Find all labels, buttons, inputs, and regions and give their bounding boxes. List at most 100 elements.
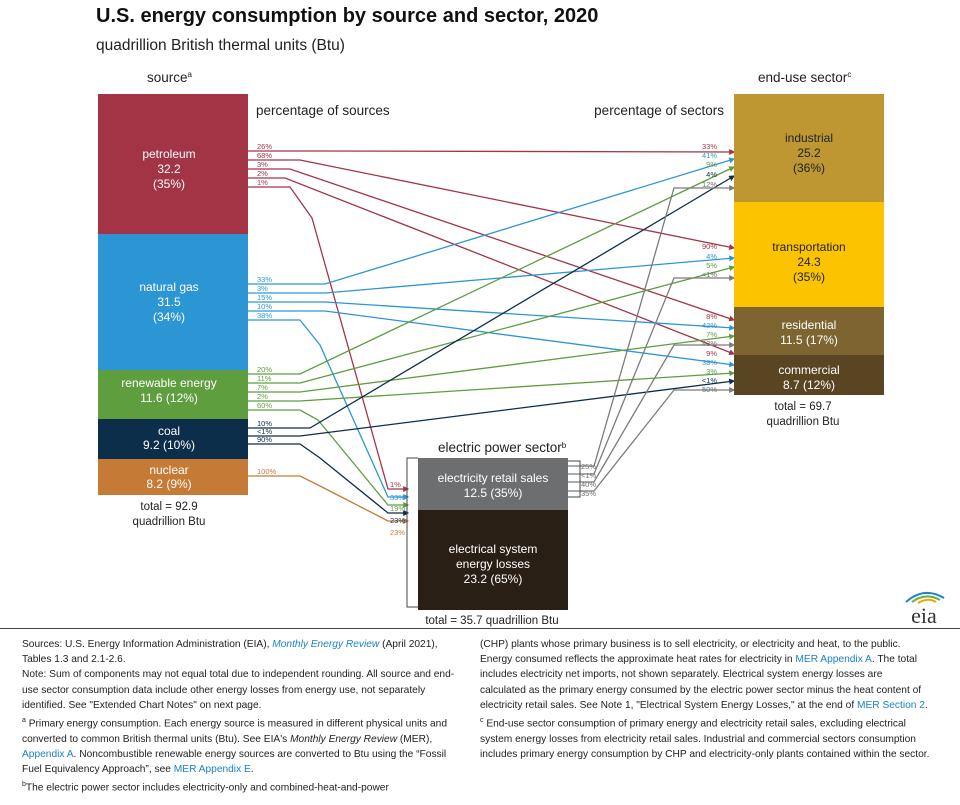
renewable-name: renewable energy xyxy=(121,376,216,390)
block-industrial xyxy=(734,94,884,202)
block-nuclear xyxy=(98,459,248,495)
mer-section-2-link[interactable]: MER Section 2 xyxy=(856,699,925,711)
flow-petroleum-residential xyxy=(248,168,736,322)
pct-label: 9% xyxy=(706,349,717,358)
pct-label: 23% xyxy=(390,516,405,525)
flow-coal-industrial xyxy=(248,175,736,429)
block-electrical-system-losses xyxy=(418,510,568,610)
pct-label: 4% xyxy=(706,252,717,261)
pct-label: 4% xyxy=(706,170,717,179)
pct-label: 20% xyxy=(257,365,272,374)
industrial-pct: (36%) xyxy=(793,161,825,175)
pct-label: 33% xyxy=(257,275,272,284)
flow-gas-residential xyxy=(248,301,736,331)
footnote-b-cont: (CHP) plants whose primary business is t… xyxy=(480,639,928,711)
natural-gas-pct: (34%) xyxy=(153,310,185,324)
pct-label: 1% xyxy=(390,480,401,489)
end-use-header: end-use sectorc xyxy=(758,70,851,85)
footnote-a: a Primary energy consumption. Each energ… xyxy=(22,717,448,776)
pct-label: 100% xyxy=(257,467,277,476)
pct-label: 41% xyxy=(702,151,717,160)
industrial-name: industrial xyxy=(785,131,833,145)
pct-label: 35% xyxy=(581,489,596,498)
commercial-value: 8.7 (12%) xyxy=(783,378,835,392)
pct-label: 8% xyxy=(706,312,717,321)
pct-label: <1% xyxy=(581,471,597,480)
page-subtitle: quadrillion British thermal units (Btu) xyxy=(96,37,345,54)
flow-gas-transportation xyxy=(248,255,736,294)
nuclear-name: nuclear xyxy=(149,463,188,477)
pct-label: 15% xyxy=(257,293,272,302)
flow-gas-commercial xyxy=(248,310,736,368)
flow-renewable-industrial xyxy=(248,166,736,375)
nuclear-value: 8.2 (9%) xyxy=(146,477,191,491)
flow-gas-industrial xyxy=(248,157,736,285)
losses-label-1: electrical system xyxy=(449,542,538,556)
block-renewable xyxy=(98,370,248,419)
losses-label-2: energy losses xyxy=(456,557,530,571)
pct-label: 10% xyxy=(257,302,272,311)
pct-label: 26% xyxy=(257,142,272,151)
source-header: sourcea xyxy=(147,70,193,85)
pct-label: 3% xyxy=(706,367,717,376)
flow-petroleum-electric xyxy=(248,186,410,492)
pct-label: 90% xyxy=(257,435,272,444)
block-residential xyxy=(734,307,884,355)
flow-renewable-commercial xyxy=(248,370,736,402)
rounding-note: Note: Sum of components may not equal to… xyxy=(22,669,455,711)
transportation-value: 24.3 xyxy=(797,255,821,269)
eia-logo: eia xyxy=(905,591,945,626)
losses-value: 23.2 (65%) xyxy=(464,572,523,586)
pct-label: <1% xyxy=(702,270,718,279)
sector-total-unit: quadrillion Btu xyxy=(767,416,840,428)
pct-label: 90% xyxy=(702,242,717,251)
pct-label: 50% xyxy=(702,385,717,394)
pct-label: 38% xyxy=(702,358,717,367)
pct-sources-header: percentage of sources xyxy=(256,103,390,118)
petroleum-value: 32.2 xyxy=(157,162,181,176)
pct-label: 43% xyxy=(702,339,717,348)
pct-label: 9% xyxy=(706,160,717,169)
pct-label: 7% xyxy=(257,383,268,392)
mer-appendix-e-link[interactable]: MER Appendix E xyxy=(173,764,251,776)
flow-retail-industrial xyxy=(568,185,736,467)
flow-petroleum-industrial xyxy=(248,148,736,155)
flow-petroleum-transportation xyxy=(248,159,736,250)
residential-value: 11.5 (17%) xyxy=(780,333,838,347)
pct-label: 11% xyxy=(257,374,272,383)
pct-label: 33% xyxy=(390,493,405,502)
flow-retail-commercial xyxy=(568,387,736,492)
flow-coal-electric xyxy=(248,443,410,516)
electric-bracket xyxy=(406,457,418,608)
pct-label: 1% xyxy=(257,178,268,187)
flow-renewable-electric xyxy=(248,409,410,508)
pct-label: 25% xyxy=(581,462,596,471)
pct-label: 7% xyxy=(706,330,717,339)
source-total-unit: quadrillion Btu xyxy=(133,516,206,528)
page-title: U.S. energy consumption by source and se… xyxy=(96,5,599,27)
transportation-pct: (35%) xyxy=(793,270,825,284)
pct-label: 60% xyxy=(257,401,272,410)
electric-total: total = 35.7 quadrillion Btu xyxy=(425,615,558,627)
source-total: total = 92.9 xyxy=(140,501,197,513)
pct-label: 5% xyxy=(706,261,717,270)
energy-flow-diagram: sourcea percentage of sources percentage… xyxy=(98,70,884,627)
pct-label: 3% xyxy=(257,284,268,293)
electric-header: electric power sectorb xyxy=(438,440,567,455)
mer-link[interactable]: Monthly Energy Review xyxy=(272,639,380,650)
flow-retail-residential xyxy=(568,342,736,483)
pct-label: 42% xyxy=(702,321,717,330)
footer-right-column: (CHP) plants whose primary business is t… xyxy=(480,637,930,762)
industrial-value: 25.2 xyxy=(797,146,821,160)
appendix-a-link[interactable]: Appendix A xyxy=(22,748,74,760)
footnote-b-start: bThe electric power sector includes elec… xyxy=(22,781,389,794)
natural-gas-value: 31.5 xyxy=(157,295,181,309)
block-petroleum xyxy=(98,94,248,234)
retail-bracket xyxy=(568,460,581,498)
footer-left-column: Sources: U.S. Energy Information Adminis… xyxy=(22,637,458,796)
footer-notes: Sources: U.S. Energy Information Adminis… xyxy=(0,628,960,794)
footnote-c: c End-use sector consumption of primary … xyxy=(480,717,930,760)
mer-appendix-a-link[interactable]: MER Appendix A xyxy=(795,654,872,666)
pct-label: <1% xyxy=(257,427,273,436)
transportation-name: transportation xyxy=(772,240,845,254)
